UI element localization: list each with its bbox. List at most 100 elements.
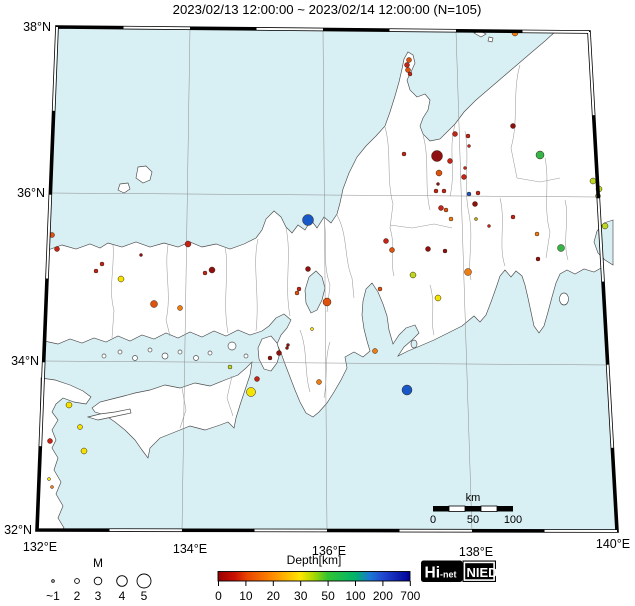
magnitude-legend-circle [136,573,152,589]
earthquake-marker [448,216,454,222]
map-scalebar: km 0 50 100 [430,492,522,526]
earthquake-marker [404,62,410,68]
earthquake-marker [372,348,378,354]
earthquake-marker [452,131,458,137]
earthquake-marker [438,205,444,211]
scalebar-tick-100: 100 [504,514,522,526]
earthquake-marker [117,275,125,283]
earthquake-marker [65,401,73,409]
earthquake-marker [177,305,183,311]
earthquake-marker [227,364,233,370]
kyushu-landmass [37,377,92,531]
earthquake-marker [50,485,54,489]
sadamisaki-peninsula [86,408,132,421]
depth-legend: Depth[km] 0 10 20 30 50 100 200 700 [215,553,420,603]
depth-colorbar [217,571,411,582]
earthquake-marker [294,290,300,296]
earthquake-marker [267,355,273,361]
lake-hamana [410,339,418,349]
depth-tick-label: 200 [373,589,393,603]
lat-label-38n: 38°N [23,20,51,34]
shikoku-landmass [91,361,253,459]
lat-label-36n: 36°N [17,186,45,200]
earthquake-marker [534,231,540,237]
scalebar-tick-50: 50 [467,514,479,526]
earthquake-marker [316,379,322,385]
lat-label-34n: 34°N [11,354,39,368]
depth-tick-label: 20 [267,589,281,603]
earthquake-marker [47,438,53,444]
earthquake-marker [436,182,440,186]
earthquake-marker [463,166,467,170]
earthquake-marker [80,447,88,455]
axis-labels: 38°N 36°N 34°N 32°N 132°E 134°E 136°E 13… [4,20,630,559]
earthquake-marker [535,256,541,262]
depth-tick-label: 50 [321,589,335,603]
earthquake-marker [475,190,481,196]
prefecture-borders [111,64,569,429]
magnitude-legend-tick-label: 2 [74,589,81,603]
izu-oshima-island [559,292,569,306]
earthquake-marker [150,300,158,308]
earthquake-marker [434,294,442,302]
lon-label-134e: 134°E [173,542,207,556]
earthquake-marker [305,266,311,272]
oki-islands [117,165,153,194]
depth-tick-label: 30 [294,589,308,603]
earthquake-marker [310,327,314,331]
epicenter-layer [47,29,609,489]
depth-tick-label: 100 [345,589,365,603]
map-frame [35,25,619,533]
earthquake-marker [464,268,472,276]
earthquake-marker [47,477,51,481]
magnitude-legend-tick-label: 3 [95,589,102,603]
land-layer [37,30,614,531]
magnitude-legend-circle [116,575,128,587]
earthquake-marker [442,248,448,254]
graticule [43,27,609,532]
depth-tick-label: 10 [239,589,253,603]
lat-label-32n: 32°N [4,523,32,537]
earthquake-marker [93,268,99,274]
earthquake-marker [99,261,105,267]
magnitude-legend-tick-label: 5 [141,589,148,603]
earthquake-marker [184,240,192,248]
earthquake-marker [589,177,597,185]
earthquake-marker [433,188,439,194]
earthquake-marker [139,253,143,257]
earthquake-marker [389,247,395,253]
earthquake-marker [601,222,609,230]
earthquake-marker [254,376,260,382]
depth-tick-labels: 0 10 20 30 50 100 200 700 [215,581,421,603]
earthquake-marker [246,387,256,397]
awaji-island [257,335,281,372]
earthquake-marker [54,246,60,252]
magnitude-legend: M ~1 2 3 4 5 [46,556,152,603]
lon-label-138e: 138°E [459,545,493,559]
magnitude-legend-tick-label: ~1 [46,589,60,603]
lon-label-132e: 132°E [23,540,57,554]
magnitude-legend-label: M [93,556,103,570]
earthquake-marker [407,71,413,77]
lon-label-140e: 140°E [596,537,630,551]
earthquake-marker [443,207,449,213]
seto-islands [101,341,249,361]
earthquake-marker [474,217,478,221]
earthquake-marker [276,350,282,356]
logo-nied: NIED [467,565,498,580]
magnitude-legend-circles: ~1 2 3 4 5 [46,573,152,603]
magnitude-legend-tick-label: 4 [119,589,126,603]
earthquake-marker [510,214,516,220]
magnitude-legend-circle [51,579,55,583]
earthquake-marker [208,266,216,274]
earthquake-marker [302,214,314,226]
hinet-nied-logo[interactable]: Hi -net NIED [421,560,498,583]
magnitude-legend-circle [93,576,103,586]
earthquake-marker [377,286,383,292]
earthquake-marker [401,384,413,396]
scalebar-tick-0: 0 [430,514,436,526]
earthquake-marker [202,270,208,276]
logo-net: -net [440,570,457,580]
